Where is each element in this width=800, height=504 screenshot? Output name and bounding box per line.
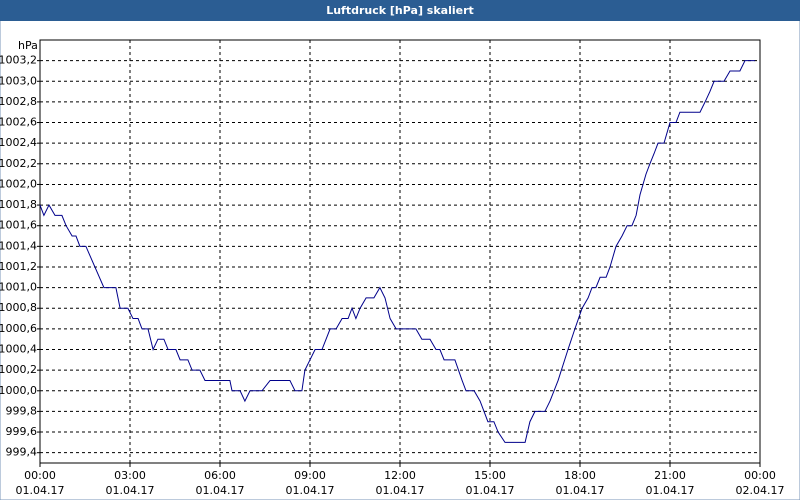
y-tick-label: 1001,2 [0, 260, 37, 273]
y-tick-label: 1003,2 [0, 54, 37, 67]
y-tick-label: 999,6 [6, 425, 38, 438]
y-tick-label: 1001,4 [0, 239, 37, 252]
y-axis-label: hPa [18, 39, 38, 52]
y-tick-label: 1002,8 [0, 95, 37, 108]
y-tick-label: 1003,0 [0, 74, 37, 87]
x-tick-date: 01.04.17 [376, 484, 425, 497]
x-tick-label: 12:00 [384, 469, 416, 482]
x-tick-label: 00:00 [24, 469, 56, 482]
x-tick-date: 01.04.17 [16, 484, 65, 497]
y-tick-label: 1002,0 [0, 177, 37, 190]
y-tick-label: 999,4 [6, 446, 38, 459]
y-tick-label: 1000,8 [0, 301, 37, 314]
x-tick-label: 06:00 [204, 469, 236, 482]
y-tick-label: 1001,0 [0, 281, 37, 294]
x-tick-label: 21:00 [654, 469, 686, 482]
y-tick-label: 1000,0 [0, 384, 37, 397]
y-tick-label: 1000,4 [0, 343, 37, 356]
x-tick-label: 00:00 [744, 469, 776, 482]
y-tick-label: 1001,8 [0, 198, 37, 211]
x-tick-label: 09:00 [294, 469, 326, 482]
y-tick-label: 1002,2 [0, 157, 37, 170]
x-tick-date: 02.04.17 [736, 484, 785, 497]
y-tick-label: 1000,2 [0, 363, 37, 376]
y-tick-label: 1002,6 [0, 116, 37, 129]
y-tick-label: 1000,6 [0, 322, 37, 335]
y-tick-label: 1001,6 [0, 219, 37, 232]
x-tick-label: 15:00 [474, 469, 506, 482]
data-line [39, 60, 755, 443]
y-tick-label: 1002,4 [0, 136, 37, 149]
x-tick-date: 01.04.17 [106, 484, 155, 497]
title-bar [0, 0, 800, 21]
x-tick-date: 01.04.17 [556, 484, 605, 497]
x-tick-date: 01.04.17 [646, 484, 695, 497]
x-tick-date: 01.04.17 [286, 484, 335, 497]
y-tick-label: 999,8 [6, 404, 38, 417]
x-tick-date: 01.04.17 [466, 484, 515, 497]
x-tick-label: 03:00 [114, 469, 146, 482]
x-tick-label: 18:00 [564, 469, 596, 482]
x-tick-date: 01.04.17 [196, 484, 245, 497]
chart-title: Luftdruck [hPa] skaliert [326, 4, 474, 17]
